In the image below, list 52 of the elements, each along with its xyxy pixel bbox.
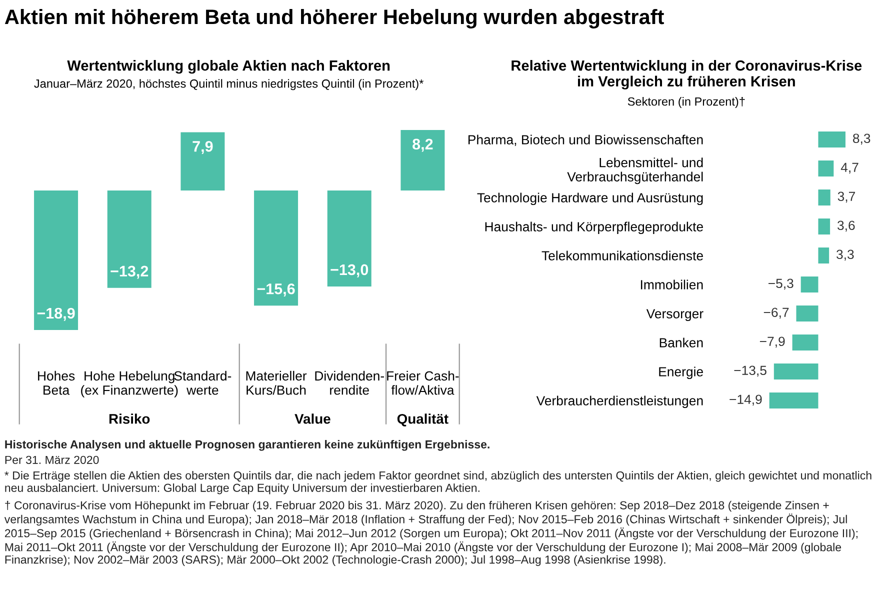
bar bbox=[792, 334, 818, 350]
text: Aktien mit höherem Beta und höherer Hebelung wurden abgestraft bbox=[4, 8, 664, 28]
y-tick-label: Banken bbox=[660, 338, 703, 348]
text: Qualität bbox=[397, 414, 448, 426]
x-tick-label: Dividenden- rendite bbox=[315, 370, 384, 395]
y-tick-label: Immobilien bbox=[640, 280, 703, 290]
data-label: −14,9 bbox=[730, 394, 762, 406]
bar bbox=[800, 276, 818, 292]
y-tick-label: Versorger bbox=[646, 309, 704, 322]
x-tick-label: Freier Cash- flow/Aktiva bbox=[387, 370, 459, 395]
y-tick-label: Lebensmittel- und Verbrauchsgüterhandel bbox=[567, 158, 703, 184]
text: † Coronavirus-Krise vom Höhepunkt im Februar (19. Februar 2020 bis 31. März 2020). Zu den früheren Krisen gehören: Sep 2018–Dez 2018 (steigende Zinsen + verlangsamtes Wachstum in China und Europa); Jan 2018–Mär 2018 (Inflation + Straffung der Fed); Nov 2015–Feb 2016 (Chinas Wirtschaft + sinkender Ölpreis); Jul 2015–Sep 2015 (Griechenland + Börsencrash in China); Mai 2012–Jun 2012 (Sorgen um Europa); Okt 2011–Nov 2011 (Ängste vor der Verschuldung der Eurozone III); Mai 2011–Okt 2011 (Ängste vor der Verschuldung der Eurozone II); Apr 2010–Mai 2010 (Ängste vor der Verschuldung der Eurozone I); Mai 2008–Mär 2009 (globale Finanzkrise); Nov 2002–Mär 2003 (SARS); Mär 2000–Okt 2002 (Technologie-Crash 2000); Jul 1998–Aug 1998 (Asienkrise 1998). bbox=[4, 500, 858, 566]
data-label: 8,2 bbox=[412, 138, 433, 152]
data-label: −6,7 bbox=[764, 308, 789, 319]
bar bbox=[818, 218, 830, 234]
chart-subtitle: Januar–März 2020, höchstes Quintil minus niedrigstes Quintil (in Prozent)* bbox=[34, 79, 424, 90]
data-label: −15,6 bbox=[257, 283, 295, 297]
text: * Die Erträge stellen die Aktien des obersten Quintils dar, die nach jedem Faktor geordnet sind, abzüglich des untersten Quintils der Aktien, gleich gewichtet und monatlich neu ausbalanciert. Universum: Global Large Cap Equity Universum der investierbaren Aktien. bbox=[4, 471, 872, 494]
data-label: 7,9 bbox=[192, 140, 213, 154]
y-tick-label: Verbraucherdienstleistungen bbox=[536, 396, 703, 408]
y-tick-label: Telekommunikationsdienste bbox=[542, 250, 703, 260]
data-label: −13,0 bbox=[330, 264, 368, 278]
bar bbox=[796, 306, 818, 322]
x-tick-label: Hohes Beta bbox=[38, 370, 75, 395]
chart-title: Relative Wertentwicklung in der Coronavirus-Krise im Vergleich zu früheren Krisen bbox=[512, 60, 862, 90]
text: Risiko bbox=[109, 414, 150, 424]
data-label: −18,9 bbox=[37, 308, 75, 321]
bar bbox=[818, 248, 830, 264]
bar bbox=[818, 132, 846, 148]
data-label: 3,6 bbox=[837, 220, 855, 232]
y-tick-label: Haushalts- und Körperpflegeprodukte bbox=[485, 222, 703, 234]
data-label: −5,3 bbox=[768, 278, 794, 290]
data-label: −7,9 bbox=[760, 336, 785, 348]
data-label: 3,3 bbox=[836, 250, 854, 261]
bar bbox=[769, 392, 818, 408]
data-label: 4,7 bbox=[840, 162, 858, 174]
data-label: 3,7 bbox=[838, 192, 855, 203]
bar bbox=[774, 364, 818, 380]
bar bbox=[818, 160, 834, 176]
data-label: −13,2 bbox=[110, 266, 148, 279]
text: Per 31. März 2020 bbox=[5, 456, 99, 464]
bar bbox=[818, 190, 830, 206]
y-tick-label: Technologie Hardware und Ausrüstung bbox=[477, 192, 703, 206]
y-tick-label: Pharma, Biotech und Biowissenschaften bbox=[468, 134, 703, 146]
chart-subtitle: Sektoren (in Prozent)† bbox=[628, 97, 745, 108]
text: Value bbox=[294, 414, 330, 424]
data-label: −13,5 bbox=[734, 366, 766, 377]
chart-title: Wertentwicklung globale Aktien nach Faktoren bbox=[67, 60, 390, 74]
data-label: 8,3 bbox=[852, 134, 870, 145]
text: Historische Analysen und aktuelle Prognosen garantieren keine zukünftigen Ergebnisse. bbox=[5, 440, 490, 451]
x-tick-label: Materieller Kurs/Buch bbox=[246, 370, 307, 395]
y-tick-label: Energie bbox=[659, 366, 703, 380]
